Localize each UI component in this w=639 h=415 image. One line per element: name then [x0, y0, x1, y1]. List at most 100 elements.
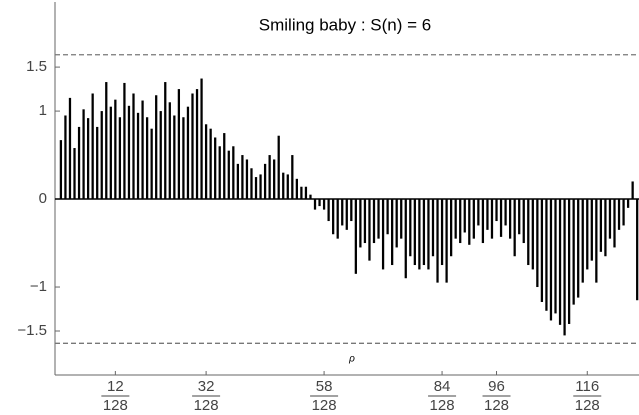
bar: [599, 199, 603, 252]
bar: [354, 199, 357, 274]
bar: [486, 199, 489, 230]
bar: [282, 172, 285, 200]
bar: [132, 93, 135, 200]
bar: [82, 109, 85, 200]
x-tick-label-part: 96: [488, 378, 505, 395]
bar: [577, 199, 580, 298]
bar: [304, 186, 308, 200]
bar: [531, 199, 534, 270]
bar: [227, 150, 230, 200]
bar: [418, 199, 421, 270]
bar: [86, 118, 90, 200]
bar: [250, 168, 253, 200]
bar: [595, 199, 598, 283]
bar: [345, 199, 348, 230]
bar: [504, 199, 507, 226]
bar: [445, 199, 448, 283]
bar: [513, 199, 516, 257]
bar: [100, 111, 103, 200]
bar: [236, 163, 240, 200]
bar: [495, 199, 498, 222]
bar: [409, 199, 412, 257]
x-tick-label-part: 128: [484, 397, 509, 414]
bar: [268, 155, 271, 200]
bar: [454, 199, 457, 239]
x-tick-label-part: 128: [194, 397, 219, 414]
x-tick-label-part: 128: [575, 397, 600, 414]
bar: [150, 128, 153, 200]
bar: [400, 199, 403, 239]
bar: [381, 199, 385, 270]
bar: [622, 199, 625, 226]
bar: [300, 186, 303, 200]
bar: [177, 89, 181, 200]
bar: [422, 199, 426, 266]
bar: [459, 199, 462, 244]
bar: [427, 199, 430, 270]
x-tick-label-part: 32: [198, 378, 215, 395]
bar: [191, 93, 194, 200]
y-tick-label: 1: [39, 102, 47, 119]
bar: [68, 97, 72, 200]
bar: [563, 199, 566, 336]
x-tick-label-part: 12: [107, 378, 124, 395]
bar: [73, 148, 76, 200]
bar: [286, 174, 289, 200]
bar: [168, 102, 171, 200]
bar: [136, 112, 140, 200]
x-tick-label-part: 128: [430, 397, 455, 414]
bar: [440, 199, 444, 266]
bar: [604, 199, 607, 257]
bar: [118, 117, 122, 200]
bar: [636, 199, 639, 301]
bar: [472, 199, 475, 239]
bar: [64, 115, 67, 200]
bar: [613, 199, 616, 248]
bar: [173, 115, 176, 200]
bar: [527, 199, 530, 266]
bar: [540, 199, 544, 302]
bar: [209, 128, 212, 200]
bar: [608, 199, 612, 239]
x-tick-label-part: 84: [434, 378, 451, 395]
bar: [468, 199, 471, 245]
bar: [159, 111, 162, 200]
bar: [105, 82, 108, 200]
bar: [558, 199, 562, 325]
bar: [549, 199, 553, 321]
bar: [363, 199, 367, 244]
bar: [359, 199, 362, 248]
y-tick-label: −1.5: [17, 322, 47, 339]
bar: [223, 133, 226, 200]
bar: [195, 89, 199, 200]
bar: [341, 199, 344, 226]
bar: [141, 100, 144, 200]
bar: [241, 155, 244, 200]
bar: [336, 199, 339, 239]
bar: [567, 199, 571, 324]
x-tick-label-part: 116: [575, 378, 599, 395]
bar: [572, 199, 575, 305]
bar: [186, 106, 190, 200]
bar: [368, 199, 371, 261]
x-tick-label-part: 128: [312, 397, 337, 414]
bar: [404, 199, 407, 279]
bar: [395, 199, 398, 248]
bar: [477, 199, 480, 226]
bar: [372, 199, 376, 244]
bar: [204, 124, 208, 200]
bar: [490, 199, 494, 239]
y-tick-label: 0: [39, 190, 47, 207]
bar: [145, 117, 149, 200]
x-tick-label-part: 58: [316, 378, 333, 395]
x-tick-label-part: 128: [103, 397, 128, 414]
bar: [214, 137, 217, 200]
bar: [309, 194, 312, 200]
bar: [536, 199, 539, 288]
bar: [245, 159, 249, 200]
bar: [218, 146, 221, 200]
bar: [436, 199, 439, 283]
